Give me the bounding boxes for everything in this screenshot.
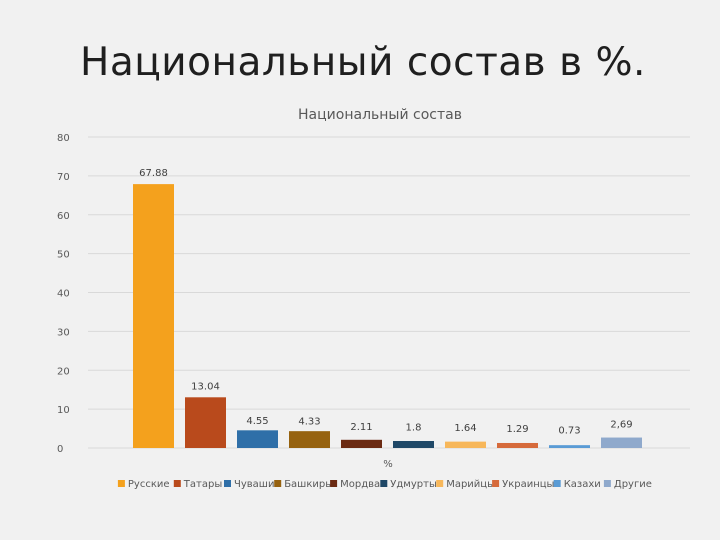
data-label: 1.29 — [506, 424, 528, 435]
y-tick-label: 60 — [57, 211, 70, 222]
y-tick-label: 70 — [57, 172, 70, 183]
bar — [133, 184, 174, 448]
data-label: 13.04 — [191, 381, 220, 392]
bar — [185, 397, 226, 448]
legend-swatch — [603, 480, 611, 487]
legend-item-label: Русские — [128, 479, 170, 490]
data-label: 2.11 — [350, 422, 372, 433]
bar — [497, 442, 538, 448]
legend-swatch — [330, 480, 338, 487]
y-tick-label: 40 — [57, 289, 70, 300]
legend: Русские Татары Чуваши Башкиры Мордва Удмурты М… — [117, 479, 652, 490]
x-axis-label: % — [383, 459, 393, 470]
legend-item-label: Марийцы — [446, 479, 495, 490]
legend-item-label: Чуваши — [234, 479, 274, 490]
legend-swatch — [492, 480, 500, 487]
bar — [601, 437, 642, 448]
legend-item-label: Мордва — [340, 479, 380, 490]
data-label: 1.8 — [406, 423, 422, 434]
data-label: 67.88 — [139, 168, 168, 179]
y-tick-label: 50 — [57, 250, 70, 261]
chart-title: Национальный состав — [298, 107, 462, 123]
legend-item-label: Украинцы — [502, 479, 554, 490]
y-tick-label: 30 — [57, 327, 70, 338]
legend-swatch — [117, 480, 125, 487]
data-label: 4.55 — [246, 416, 268, 427]
legend-swatch — [436, 480, 444, 487]
legend-item-label: Другие — [614, 479, 652, 490]
bar — [549, 445, 590, 448]
data-label: 0.73 — [558, 425, 580, 436]
data-label: 4.33 — [298, 417, 320, 428]
legend-swatch — [173, 480, 181, 487]
y-tick-label: 0 — [57, 444, 63, 455]
y-tick-label: 80 — [57, 133, 70, 144]
data-labels: 67.88 13.04 4.55 4.33 2.11 1.8 1.64 1.29 0.73 2,6… — [139, 168, 632, 436]
bar — [393, 441, 434, 448]
bar — [341, 439, 382, 448]
y-tick-label: 20 — [57, 366, 70, 377]
bar — [237, 430, 278, 448]
legend-swatch — [274, 480, 282, 487]
y-tick-label: 10 — [57, 405, 70, 416]
legend-item-label: Башкиры — [284, 479, 333, 490]
legend-swatch — [553, 480, 561, 487]
legend-item-label: Казахи — [564, 479, 601, 490]
legend-item-label: Татары — [183, 479, 222, 490]
slide-title: Национальный состав в %. — [80, 40, 646, 85]
data-label: 2,69 — [610, 420, 632, 431]
data-label: 1.64 — [454, 423, 476, 434]
gridlines — [88, 136, 690, 449]
legend-swatch — [224, 480, 231, 487]
bar — [445, 441, 486, 448]
legend-swatch — [380, 480, 388, 487]
legend-item-label: Удмурты — [390, 479, 437, 490]
bar — [289, 431, 330, 448]
bars — [133, 184, 642, 448]
y-axis-ticks: 0 10 20 30 40 50 60 70 80 — [57, 133, 70, 455]
